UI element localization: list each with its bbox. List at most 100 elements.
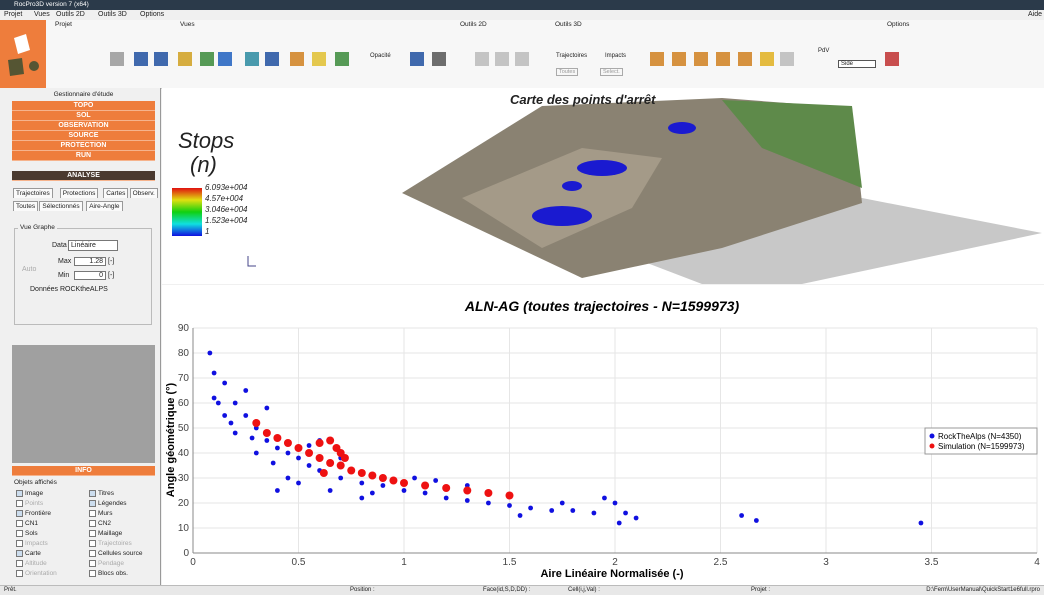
checkbox-box[interactable] [16,550,23,557]
checkbox[interactable]: Maillage [89,530,122,537]
checkbox[interactable]: Titres [89,490,114,497]
toolbar-icon[interactable] [290,52,304,66]
section-button[interactable]: SOL [12,111,155,121]
section-button[interactable]: SOURCE [12,131,155,141]
y-tick-label: 20 [178,498,190,509]
checkbox[interactable]: Pendage [89,560,124,567]
toolbar-icon[interactable] [200,52,214,66]
tab[interactable]: Cartes [103,188,129,198]
checkbox[interactable]: Orientation [16,570,57,577]
checkbox[interactable]: Blocs obs. [89,570,128,577]
toolbar-icon[interactable] [110,52,124,66]
menu-item[interactable]: Aide [1027,11,1042,18]
checkbox-box[interactable] [16,540,23,547]
toolbar-icon[interactable] [312,52,326,66]
point [422,490,428,496]
checkbox[interactable]: Trajectoires [89,540,132,547]
checkbox-box[interactable] [89,550,96,557]
checkbox-label: Maillage [98,530,123,538]
toolbar-icon[interactable] [134,52,148,66]
section-button-active[interactable]: ANALYSE [12,171,155,181]
menu-item[interactable]: Options [140,11,165,18]
input[interactable]: 0 [74,271,106,280]
toolbar-icon[interactable] [178,52,192,66]
tab[interactable]: Protections [59,188,99,198]
toolbar-icon[interactable] [694,52,708,66]
checkbox[interactable]: Image [16,490,43,497]
checkbox-box[interactable] [89,560,96,567]
toolbar-icon[interactable] [885,52,899,66]
menu-item[interactable]: Vues [34,11,50,18]
checkbox[interactable]: Murs [89,510,112,517]
checkbox-box[interactable] [16,520,23,527]
checkbox-label: Blocs obs. [98,570,128,578]
section-button[interactable]: TOPO [12,101,155,111]
point [359,480,365,486]
menu-item[interactable]: Projet [4,11,23,18]
checkbox-box[interactable] [16,510,23,517]
checkbox[interactable]: Points [16,500,43,507]
point [306,463,312,468]
point [264,405,270,411]
checkbox-box[interactable] [89,520,96,527]
input[interactable]: 1.28 [74,257,106,266]
checkbox[interactable]: Légendes [89,500,127,507]
point [285,450,291,456]
tab[interactable]: Sélectionnés [39,201,83,211]
checkbox[interactable]: Impacts [16,540,48,547]
toolbar-icon[interactable] [432,52,446,66]
tab[interactable]: Observ. [129,188,158,198]
toolbar-icon[interactable] [650,52,664,66]
logo [0,20,46,88]
checkbox[interactable]: CN2 [89,520,111,527]
chart: ALN-AG (toutes trajectoires - N=1599973)… [162,285,1044,585]
checkbox-box[interactable] [89,490,96,497]
tab[interactable]: Trajectoires [13,188,53,198]
toolbar-icon[interactable] [495,52,509,66]
checkbox[interactable]: CN1 [16,520,38,527]
toolbar-select[interactable]: Side [838,60,876,68]
point [753,518,759,523]
toolbar-icon[interactable] [245,52,259,66]
checkbox-box[interactable] [89,500,96,507]
toolbar-icon[interactable] [760,52,774,66]
view-3d [162,88,1044,284]
toolbar-icon[interactable] [218,52,232,66]
section-button[interactable]: OBSERVATION [12,121,155,131]
tab[interactable]: Toutes [13,201,39,211]
menu-item[interactable]: Outils 2D [56,11,85,18]
toolbar-icon[interactable] [780,52,794,66]
toolbar-icon[interactable] [738,52,752,66]
toolbar-icon[interactable] [335,52,349,66]
toolbar-icon[interactable] [154,52,168,66]
menu-item[interactable]: Outils 3D [98,11,127,18]
point [401,488,407,493]
checkbox-box[interactable] [16,560,23,567]
toolbar-icon[interactable] [716,52,730,66]
toolbar-icon[interactable] [475,52,489,66]
checkbox[interactable]: Carte [16,550,41,557]
section-button[interactable]: RUN [12,151,155,161]
checkbox-box[interactable] [16,490,23,497]
checkbox[interactable]: Cellules source [89,550,142,557]
y-tick-label: 90 [178,323,190,334]
checkbox[interactable]: Altitude [16,560,47,567]
checkbox-box[interactable] [16,530,23,537]
checkbox-box[interactable] [89,570,96,577]
checkbox-box[interactable] [89,540,96,547]
toolbar-icon[interactable] [410,52,424,66]
checkbox-label: Cellules source [98,550,143,558]
tab[interactable]: Aire-Angle [86,201,123,211]
toolbar-icon[interactable] [265,52,279,66]
checkbox-label: Altitude [25,560,47,568]
checkbox-box[interactable] [89,510,96,517]
checkbox[interactable]: Frontière [16,510,51,517]
toolbar-icon[interactable] [515,52,529,66]
toolbar-icon[interactable] [672,52,686,66]
dropdown[interactable]: Linéaire [68,240,118,251]
checkbox-box[interactable] [89,530,96,537]
checkbox[interactable]: Sols [16,530,38,537]
checkbox-box[interactable] [16,500,23,507]
section-button[interactable]: PROTECTION [12,141,155,151]
checkbox-box[interactable] [16,570,23,577]
